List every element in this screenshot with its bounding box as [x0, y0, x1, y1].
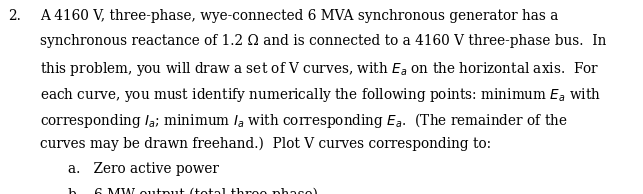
Text: b.   6 MW output (total three-phase): b. 6 MW output (total three-phase) [68, 188, 318, 194]
Text: corresponding $\mathit{I}_{a}$; minimum $\mathit{I}_{a}$ with corresponding $\ma: corresponding $\mathit{I}_{a}$; minimum … [40, 111, 568, 130]
Text: A 4160 V, three-phase, wye-connected 6 MVA synchronous generator has a: A 4160 V, three-phase, wye-connected 6 M… [40, 9, 558, 23]
Text: this problem, you will draw a set of V curves, with $\mathit{E}_{a}$ on the hori: this problem, you will draw a set of V c… [40, 60, 599, 78]
Text: each curve, you must identify numerically the following points: minimum $\mathit: each curve, you must identify numericall… [40, 86, 601, 104]
Text: 2.: 2. [8, 9, 21, 23]
Text: curves may be drawn freehand.)  Plot V curves corresponding to:: curves may be drawn freehand.) Plot V cu… [40, 137, 491, 151]
Text: a.   Zero active power: a. Zero active power [68, 162, 219, 176]
Text: synchronous reactance of 1.2 Ω and is connected to a 4160 V three-phase bus.  In: synchronous reactance of 1.2 Ω and is co… [40, 34, 606, 48]
